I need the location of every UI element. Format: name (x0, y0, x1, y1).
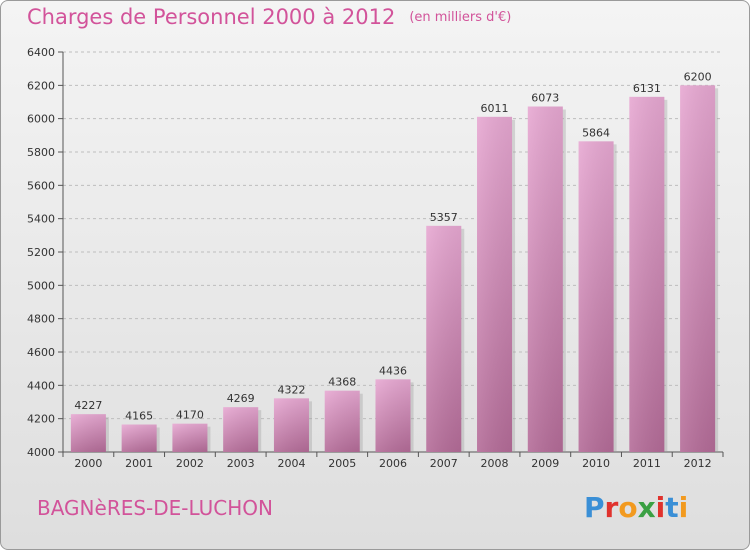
x-tick-label: 2006 (379, 457, 407, 470)
title-text: Charges de Personnel 2000 à 2012 (27, 5, 396, 29)
bar-highlight (680, 85, 716, 452)
data-label: 6073 (531, 92, 559, 105)
y-tick-label: 5000 (27, 279, 55, 292)
bar-highlight (273, 398, 309, 452)
logo-letter: t (665, 491, 679, 524)
x-tick-label: 2004 (277, 457, 305, 470)
y-tick-label: 4000 (27, 446, 55, 459)
data-label: 5864 (582, 126, 610, 139)
logo-letter: o (618, 491, 638, 524)
logo-letter: P (584, 491, 605, 524)
x-tick-label: 2005 (328, 457, 356, 470)
x-tick-label: 2012 (684, 457, 712, 470)
x-tick-label: 2010 (582, 457, 610, 470)
data-label: 4165 (125, 410, 153, 423)
logo-letter: i (678, 491, 689, 524)
bar-highlight (223, 407, 259, 452)
data-label: 4227 (74, 399, 102, 412)
data-label: 6011 (481, 102, 509, 115)
data-label: 4368 (328, 376, 356, 389)
data-label: 6200 (684, 70, 712, 83)
x-tick-label: 2011 (633, 457, 661, 470)
data-label: 5357 (430, 211, 458, 224)
y-tick-label: 5200 (27, 246, 55, 259)
title-unit: (en milliers d'€) (409, 10, 512, 25)
data-label: 4269 (227, 392, 255, 405)
x-tick-label: 2007 (430, 457, 458, 470)
logo-letter: i (655, 491, 666, 524)
y-tick-label: 4200 (27, 413, 55, 426)
data-label: 4322 (277, 383, 305, 396)
bar-highlight (629, 96, 665, 452)
chart-title: Charges de Personnel 2000 à 2012 (en mill… (27, 5, 511, 29)
y-tick-label: 6000 (27, 113, 55, 126)
data-label: 4170 (176, 409, 204, 422)
y-tick-label: 6200 (27, 79, 55, 92)
x-tick-label: 2001 (125, 457, 153, 470)
x-tick-label: 2002 (176, 457, 204, 470)
bar-highlight (375, 379, 411, 452)
y-tick-label: 6400 (27, 46, 55, 59)
y-tick-label: 4400 (27, 379, 55, 392)
bar-highlight (527, 106, 563, 452)
bar-highlight (477, 116, 513, 452)
bar-highlight (324, 390, 360, 452)
bar-highlight (70, 414, 106, 452)
proxiti-logo: Proxiti (584, 491, 688, 524)
bar-highlight (426, 225, 462, 452)
x-tick-label: 2000 (74, 457, 102, 470)
x-tick-label: 2008 (481, 457, 509, 470)
y-tick-label: 5800 (27, 146, 55, 159)
logo-letter: x (637, 491, 656, 524)
data-label: 4436 (379, 364, 407, 377)
data-label: 6131 (633, 82, 661, 95)
bar-highlight (172, 423, 208, 452)
y-tick-label: 5400 (27, 213, 55, 226)
y-tick-label: 5600 (27, 179, 55, 192)
logo-letter: r (604, 491, 619, 524)
y-tick-label: 4600 (27, 346, 55, 359)
place-name: BAGNèRES-DE-LUCHON (37, 496, 274, 520)
x-tick-label: 2009 (531, 457, 559, 470)
bar-highlight (578, 141, 614, 453)
bar-highlight (121, 424, 157, 452)
y-tick-label: 4800 (27, 313, 55, 326)
x-tick-label: 2003 (227, 457, 255, 470)
